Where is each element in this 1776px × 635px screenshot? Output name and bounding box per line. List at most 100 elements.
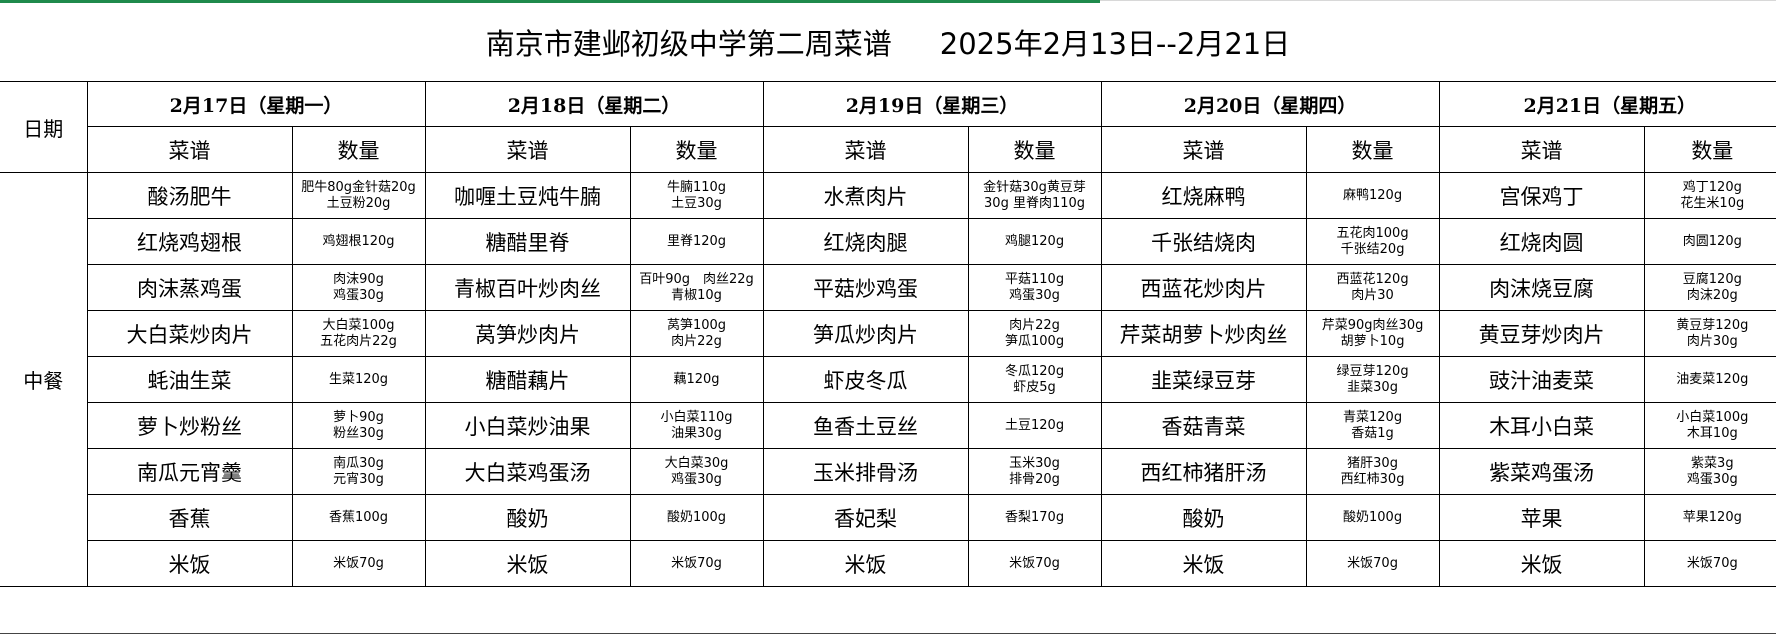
quantity-line: 冬瓜120g	[1005, 363, 1065, 379]
quantity-line: 30g 里脊肉110g	[984, 195, 1086, 211]
dish-cell: 红烧鸡翅根	[86, 218, 293, 265]
quantity-line: 米饭70g	[1009, 555, 1060, 571]
quantity-line: 元宵30g	[333, 471, 384, 487]
quantity-line: 苹果120g	[1682, 509, 1742, 525]
quantity-line: 豆腐120g	[1682, 271, 1742, 287]
quantity-line: 鸡蛋30g	[1009, 287, 1060, 303]
quantity-line: 生菜120g	[328, 371, 389, 387]
quantity-cell: 金针菇30g黄豆芽 30g 里脊肉110g	[967, 172, 1102, 219]
row-label-date: 日期	[0, 81, 88, 173]
dish-cell: 米饭	[762, 540, 969, 587]
quantity-line: 鸡蛋30g	[671, 471, 722, 487]
dish-cell: 鱼香土豆丝	[762, 402, 969, 449]
quantity-cell: 麻鸭120g	[1305, 172, 1440, 219]
quantity-line: 肉片30g	[1686, 333, 1738, 349]
dish-cell: 糖醋里脊	[424, 218, 631, 265]
quantity-line: 肉片30	[1351, 287, 1394, 303]
dish-cell: 西红柿猪肝汤	[1100, 448, 1307, 495]
quantity-line: 金针菇30g黄豆芽	[983, 179, 1086, 195]
quantity-line: 麻鸭120g	[1343, 187, 1403, 203]
quantity-line: 玉米30g	[1009, 455, 1060, 471]
quantity-cell: 鸡腿120g	[967, 218, 1102, 265]
quantity-cell: 绿豆芽120g 韭菜30g	[1305, 356, 1440, 403]
dish-cell: 酸奶	[1100, 494, 1307, 541]
quantity-line: 紫菜3g	[1691, 455, 1734, 471]
quantity-line: 香梨170g	[1005, 509, 1065, 525]
quantity-line: 香菇1g	[1351, 425, 1394, 441]
column-header-qty: 数量	[291, 126, 426, 173]
quantity-line: 油麦菜120g	[1676, 371, 1749, 387]
top-accent-line	[0, 0, 1100, 3]
quantity-cell: 黄豆芽120g 肉片30g	[1643, 310, 1776, 357]
quantity-line: 小白菜100g	[1676, 409, 1749, 425]
quantity-line: 鸡腿120g	[1005, 233, 1065, 249]
quantity-line: 大白菜30g	[664, 455, 729, 471]
dish-cell: 香蕉	[86, 494, 293, 541]
quantity-cell: 酸奶100g	[1305, 494, 1440, 541]
quantity-line: 肥牛80g金针菇20g	[301, 179, 416, 195]
dish-cell: 水煮肉片	[762, 172, 969, 219]
dish-cell: 红烧肉腿	[762, 218, 969, 265]
quantity-line: 肉圆120g	[1682, 233, 1742, 249]
dish-cell: 韭菜绿豆芽	[1100, 356, 1307, 403]
table-row: 香蕉 香蕉100g 酸奶 酸奶100g 香妃梨 香梨170g 酸奶 酸奶100g 苹果 苹果120…	[0, 494, 1776, 541]
dish-cell: 芹菜胡萝卜炒肉丝	[1100, 310, 1307, 357]
menu-table: 日期 2月17日（星期一） 2月18日（星期二） 2月19日（星期三） 2月20日（星期…	[0, 81, 1776, 587]
table-row: 大白菜炒肉片 大白菜100g 五花肉片22g 莴笋炒肉片 莴笋100g 肉片22g 笋瓜炒肉…	[0, 310, 1776, 357]
dish-cell: 米饭	[424, 540, 631, 587]
quantity-line: 米饭70g	[1347, 555, 1398, 571]
quantity-line: 青菜120g	[1343, 409, 1403, 425]
quantity-line: 西蓝花120g	[1336, 271, 1409, 287]
quantity-cell: 油麦菜120g	[1643, 356, 1776, 403]
column-header-dish: 菜谱	[86, 126, 293, 173]
quantity-cell: 紫菜3g 鸡蛋30g	[1643, 448, 1776, 495]
bottom-border-line	[0, 633, 1776, 634]
quantity-cell: 大白菜100g 五花肉片22g	[291, 310, 426, 357]
day-header: 2月20日（星期四）	[1100, 81, 1440, 127]
quantity-cell: 玉米30g 排骨20g	[967, 448, 1102, 495]
quantity-cell: 生菜120g	[291, 356, 426, 403]
quantity-cell: 豆腐120g 肉沫20g	[1643, 264, 1776, 311]
quantity-cell: 平菇110g 鸡蛋30g	[967, 264, 1102, 311]
quantity-cell: 萝卜90g 粉丝30g	[291, 402, 426, 449]
quantity-cell: 肥牛80g金针菇20g 土豆粉20g	[291, 172, 426, 219]
quantity-line: 里脊120g	[666, 233, 727, 249]
dish-cell: 小白菜炒油果	[424, 402, 631, 449]
dish-cell: 肉沫烧豆腐	[1438, 264, 1645, 311]
column-header-qty: 数量	[1305, 126, 1440, 173]
column-header-dish: 菜谱	[762, 126, 969, 173]
dish-cell: 米饭	[1438, 540, 1645, 587]
table-row: 肉沫蒸鸡蛋 肉沫90g 鸡蛋30g 青椒百叶炒肉丝 百叶90g 肉丝22g 青椒10g 平菇…	[0, 264, 1776, 311]
dish-cell: 香妃梨	[762, 494, 969, 541]
quantity-cell: 南瓜30g 元宵30g	[291, 448, 426, 495]
quantity-cell: 鸡丁120g 花生米10g	[1643, 172, 1776, 219]
dish-cell: 米饭	[86, 540, 293, 587]
quantity-cell: 芹菜90g肉丝30g 胡萝卜10g	[1305, 310, 1440, 357]
quantity-cell: 五花肉100g 千张结20g	[1305, 218, 1440, 265]
dish-cell: 豉汁油麦菜	[1438, 356, 1645, 403]
quantity-line: 韭菜30g	[1347, 379, 1398, 395]
quantity-line: 鸡丁120g	[1682, 179, 1742, 195]
quantity-cell: 肉圆120g	[1643, 218, 1776, 265]
dish-cell: 酸奶	[424, 494, 631, 541]
table-row: 蚝油生菜 生菜120g 糖醋藕片 藕120g 虾皮冬瓜 冬瓜120g 虾皮5g 韭菜绿豆芽 绿豆…	[0, 356, 1776, 403]
quantity-cell: 大白菜30g 鸡蛋30g	[629, 448, 764, 495]
quantity-line: 五花肉片22g	[320, 333, 397, 349]
quantity-cell: 牛腩110g 土豆30g	[629, 172, 764, 219]
quantity-line: 土豆30g	[671, 195, 722, 211]
quantity-cell: 猪肝30g 西红柿30g	[1305, 448, 1440, 495]
quantity-line: 肉片22g	[1009, 317, 1060, 333]
quantity-line: 香蕉100g	[328, 509, 389, 525]
quantity-line: 米饭70g	[1686, 555, 1738, 571]
quantity-line: 千张结20g	[1340, 241, 1405, 257]
column-header-qty: 数量	[1643, 126, 1776, 173]
dish-cell: 红烧肉圆	[1438, 218, 1645, 265]
quantity-line: 青椒10g	[671, 287, 722, 303]
quantity-line: 酸奶100g	[1343, 509, 1403, 525]
dish-cell: 萝卜炒粉丝	[86, 402, 293, 449]
column-header-qty: 数量	[967, 126, 1102, 173]
quantity-line: 莴笋100g	[666, 317, 727, 333]
dish-cell: 玉米排骨汤	[762, 448, 969, 495]
title-text: 南京市建邺初级中学第二周菜谱	[485, 27, 892, 61]
table-row: 中餐 酸汤肥牛 肥牛80g金针菇20g 土豆粉20g 咖喱土豆炖牛腩 牛腩110g 土豆30…	[0, 172, 1776, 587]
